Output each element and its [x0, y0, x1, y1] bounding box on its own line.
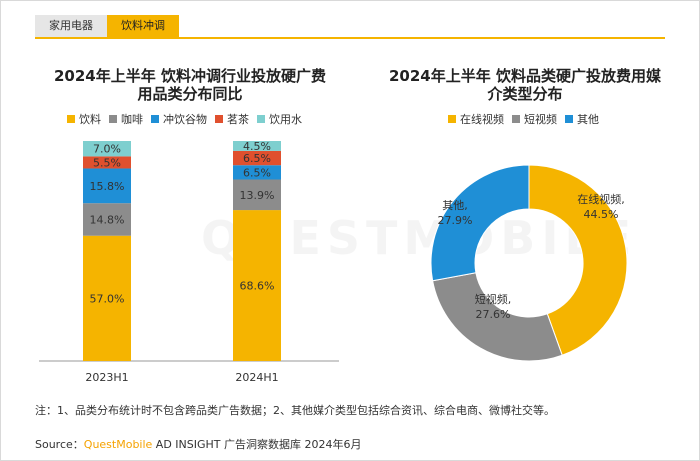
- source-brand: QuestMobile: [83, 438, 153, 451]
- bar-label-cereal-2024H1: 6.5%: [243, 166, 271, 179]
- tab-underline: [35, 37, 665, 39]
- bar-drinks-2024H1: [233, 210, 281, 361]
- bar-tea-2024H1: [233, 150, 281, 166]
- donut-slice-short-video: [432, 272, 563, 362]
- legend-label-water: 饮用水: [269, 113, 302, 126]
- bar-label-tea-2024H1: 6.5%: [243, 152, 271, 165]
- bar-cereal-2023H1: [83, 168, 131, 204]
- category-tabs: 家用电器 饮料冲调: [35, 15, 179, 37]
- x-tick-label-2024H1: 2024H1: [235, 371, 278, 384]
- legend-item-cereal: 冲饮谷物: [151, 111, 207, 127]
- legend-item-short-video: 短视频: [512, 111, 557, 127]
- legend-label-drinks: 饮料: [79, 113, 101, 126]
- legend-item-online-video: 在线视频: [448, 111, 504, 127]
- bar-label-drinks-2023H1: 57.0%: [90, 292, 125, 305]
- bar-cereal-2024H1: [233, 165, 281, 180]
- stacked-bar-chart: 57.0% 14.8% 15.8% 5.5%7.0% 2023H1 68.6% 13.9% 6…: [39, 140, 339, 384]
- bar-label-cereal-2023H1: 15.8%: [90, 180, 125, 193]
- donut-label-online-video: 在线视频,: [577, 192, 625, 206]
- source-rest: AD INSIGHT 广告洞察数据库 2024年6月: [152, 438, 362, 451]
- donut-slice-other: [430, 164, 530, 282]
- bar-water-2023H1: [83, 141, 131, 157]
- swatch-drinks: [67, 115, 75, 123]
- source-line: Source：QuestMobile AD INSIGHT 广告洞察数据库 20…: [35, 436, 362, 452]
- legend-label-coffee: 咖啡: [121, 113, 143, 126]
- legend-item-drinks: 饮料: [67, 111, 101, 127]
- bar-label-coffee-2024H1: 13.9%: [240, 189, 275, 202]
- bar-tea-2023H1: [83, 156, 131, 169]
- right-chart-title-line2: 介类型分布: [487, 85, 563, 103]
- footnote: 注：1、品类分布统计时不包含跨品类广告数据；2、其他媒介类型包括综合资讯、综合电…: [35, 404, 555, 417]
- donut-slice-online-video: [528, 164, 628, 356]
- bar-label-coffee-2023H1: 14.8%: [90, 213, 125, 226]
- left-chart-title-line1: 2024年上半年 饮料冲调行业投放硬广费: [54, 67, 326, 85]
- swatch-other: [565, 115, 573, 123]
- left-chart-title: 2024年上半年 饮料冲调行业投放硬广费 用品类分布同比: [35, 67, 345, 103]
- donut-pct-online-video: 44.5%: [584, 208, 619, 221]
- legend-label-cereal: 冲饮谷物: [163, 113, 207, 126]
- legend-item-other: 其他: [565, 111, 599, 127]
- swatch-coffee: [109, 115, 117, 123]
- legend-label-other: 其他: [577, 113, 599, 126]
- legend-label-short-video: 短视频: [524, 113, 557, 126]
- swatch-water: [257, 115, 265, 123]
- donut-label-other: 其他,: [442, 199, 468, 212]
- bar-drinks-2023H1: [83, 235, 131, 361]
- bar-coffee-2024H1: [233, 179, 281, 211]
- swatch-short-video: [512, 115, 520, 123]
- swatch-tea: [215, 115, 223, 123]
- bar-coffee-2023H1: [83, 203, 131, 236]
- donut-pct-short-video: 27.6%: [476, 308, 511, 321]
- legend-label-tea: 茗茶: [227, 113, 249, 126]
- right-chart-title: 2024年上半年 饮料品类硬广投放费用媒 介类型分布: [375, 67, 675, 103]
- bar-label-drinks-2024H1: 68.6%: [240, 280, 275, 293]
- bar-label-water-2023H1: 7.0%: [93, 143, 121, 156]
- right-chart-title-line1: 2024年上半年 饮料品类硬广投放费用媒: [389, 67, 661, 85]
- bar-water-2024H1: [233, 141, 281, 151]
- legend-item-coffee: 咖啡: [109, 111, 143, 127]
- source-prefix: Source：: [35, 438, 84, 451]
- swatch-online-video: [448, 115, 456, 123]
- legend-item-tea: 茗茶: [215, 111, 249, 127]
- tab-beverages[interactable]: 饮料冲调: [107, 15, 179, 37]
- bar-label-tea-2023H1: 5.5%: [93, 156, 121, 169]
- right-chart-legend: 在线视频 短视频 其他: [448, 111, 607, 127]
- left-chart-title-line2: 用品类分布同比: [137, 85, 243, 103]
- left-chart-legend: 饮料 咖啡 冲饮谷物 茗茶 饮用水: [67, 111, 310, 127]
- tab-home-appliances[interactable]: 家用电器: [35, 15, 107, 37]
- legend-label-online-video: 在线视频: [460, 113, 504, 126]
- swatch-cereal: [151, 115, 159, 123]
- legend-item-water: 饮用水: [257, 111, 302, 127]
- x-tick-label-2023H1: 2023H1: [85, 371, 128, 384]
- bar-label-water-2024H1: 4.5%: [243, 140, 271, 153]
- donut-label-short-video: 短视频,: [475, 292, 512, 306]
- donut-chart: 在线视频, 44.5% 短视频, 27.6% 其他, 27.9%: [430, 164, 628, 362]
- donut-pct-other: 27.9%: [438, 214, 473, 227]
